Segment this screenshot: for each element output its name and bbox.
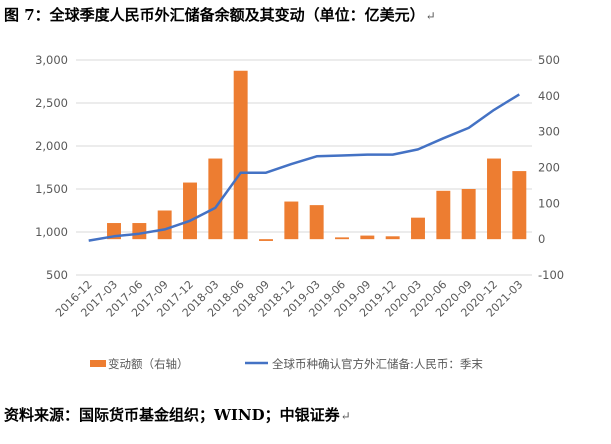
source-note: 资料来源：国际货币基金组织；WIND；中银证券↵: [4, 406, 351, 424]
bar: [411, 217, 425, 240]
x-axis: 2016-122017-032017-062017-092017-122018-…: [53, 278, 525, 320]
bar: [335, 237, 349, 240]
right-axis: -100 0 100 200 300 400 500: [538, 53, 564, 282]
bar: [208, 158, 223, 240]
bar: [512, 171, 527, 240]
bar: [360, 235, 375, 240]
left-tick-label: 500: [46, 268, 68, 282]
right-tick-label: 400: [538, 89, 560, 103]
bar: [461, 189, 476, 240]
bar: [183, 182, 197, 240]
left-tick-label: 2,000: [35, 139, 68, 153]
bar: [233, 70, 248, 240]
bar: [157, 210, 172, 240]
bar: [436, 190, 451, 240]
bar: [487, 158, 501, 240]
left-axis: 500 1,000 1,500 2,000 2,500 3,000: [35, 53, 68, 282]
line-path: [88, 93, 520, 242]
left-tick-label: 1,500: [35, 182, 68, 196]
left-tick-label: 3,000: [35, 53, 68, 67]
right-tick-label: 200: [538, 161, 560, 175]
left-tick-label: 2,500: [35, 96, 68, 110]
gridlines: [76, 59, 532, 276]
bar: [284, 201, 299, 240]
bar-series: [107, 70, 527, 241]
bar: [309, 205, 324, 240]
legend: 变动额（右轴） 全球币种确认官方外汇储备:人民币：季末: [90, 357, 483, 371]
right-tick-label: -100: [538, 268, 564, 282]
legend-bar-label: 变动额（右轴）: [108, 357, 189, 371]
chart: 500 1,000 1,500 2,000 2,500 3,000 -100 0 100 200…: [35, 53, 564, 371]
right-tick-label: 300: [538, 125, 560, 139]
right-tick-label: 500: [538, 53, 560, 67]
bar: [259, 239, 273, 241]
bar: [385, 236, 400, 240]
line-series: [88, 93, 520, 242]
chart-title: 图 7：全球季度人民币外汇储备余额及其变动（单位：亿美元）↵: [4, 6, 436, 24]
legend-bar-swatch: [90, 360, 106, 367]
bar: [132, 223, 147, 240]
legend-line-label: 全球币种确认官方外汇储备:人民币：季末: [272, 357, 483, 371]
right-tick-label: 0: [538, 232, 545, 246]
right-tick-label: 100: [538, 196, 560, 210]
left-tick-label: 1,000: [35, 225, 68, 239]
